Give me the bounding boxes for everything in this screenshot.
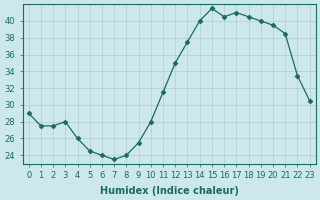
X-axis label: Humidex (Indice chaleur): Humidex (Indice chaleur)	[100, 186, 238, 196]
